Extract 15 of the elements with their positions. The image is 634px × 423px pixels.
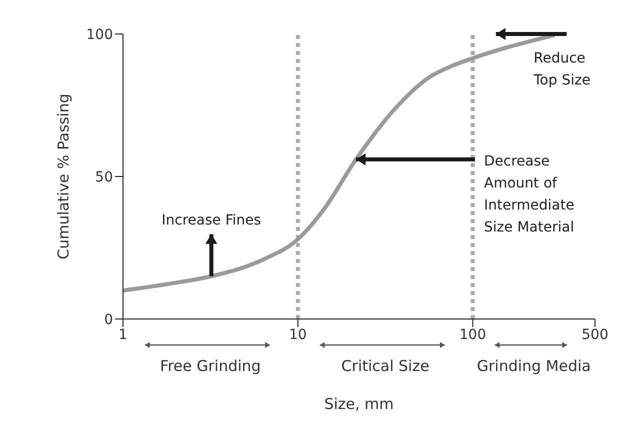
y-tick-label: 50	[95, 169, 113, 186]
text: Critical Size	[341, 357, 430, 375]
y-axis-title: Cumulative % Passing	[54, 94, 72, 260]
x-axis-title: Size, mm	[324, 395, 394, 413]
annotation: Increase Fines	[162, 212, 262, 228]
text: Grinding Media	[476, 357, 591, 375]
x-tick-label: 100	[459, 326, 486, 343]
x-tick-label: 1	[118, 326, 128, 343]
y-tick-label: 100	[86, 26, 113, 43]
annotation: Reduce Top Size	[532, 50, 590, 88]
y-tick-label: 0	[104, 312, 113, 328]
x-tick-label: 10	[288, 326, 307, 343]
text: Free Grinding	[160, 357, 261, 375]
annotation: Decrease Amount of Intermediate Size Material	[484, 153, 574, 236]
x-tick-label: 500	[582, 326, 608, 343]
